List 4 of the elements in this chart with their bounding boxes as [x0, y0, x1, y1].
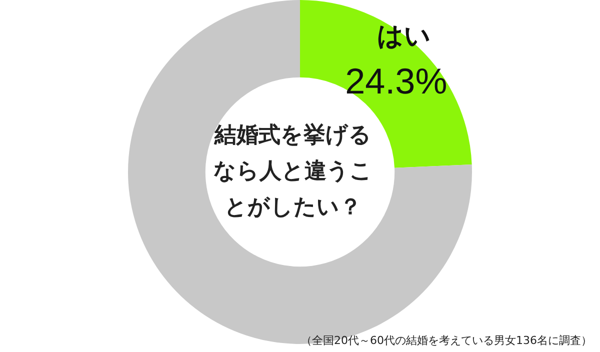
text: （全国20代～60代の結婚を考えている男女136名に調査）	[301, 333, 592, 348]
data-label: 24.3%	[345, 60, 448, 102]
slice-label: はい	[377, 21, 432, 52]
text: 結婚式を挙げるなら人と違うことがしたい？	[212, 122, 374, 222]
